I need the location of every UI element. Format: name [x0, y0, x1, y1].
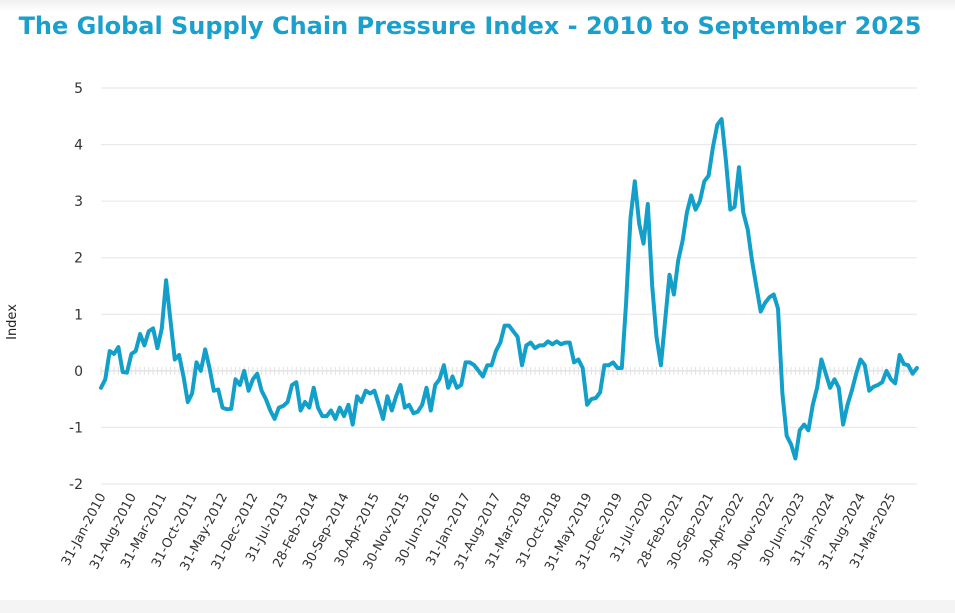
y-tick-label: 4 — [74, 138, 83, 154]
chart-title: The Global Supply Chain Pressure Index -… — [18, 12, 922, 40]
y-tick-label: 5 — [74, 81, 83, 97]
y-tick-label: -2 — [69, 477, 83, 493]
y-tick-label: 3 — [74, 194, 83, 210]
bottom-band — [0, 600, 955, 613]
y-tick-label: 2 — [74, 251, 83, 267]
y-tick-label: -1 — [69, 420, 83, 436]
gscpi-series-line — [99, 117, 919, 461]
top-band — [0, 0, 955, 12]
y-axis-label: Index — [5, 304, 20, 340]
y-tick-label: 0 — [74, 364, 83, 380]
y-tick-label: 1 — [74, 307, 83, 323]
